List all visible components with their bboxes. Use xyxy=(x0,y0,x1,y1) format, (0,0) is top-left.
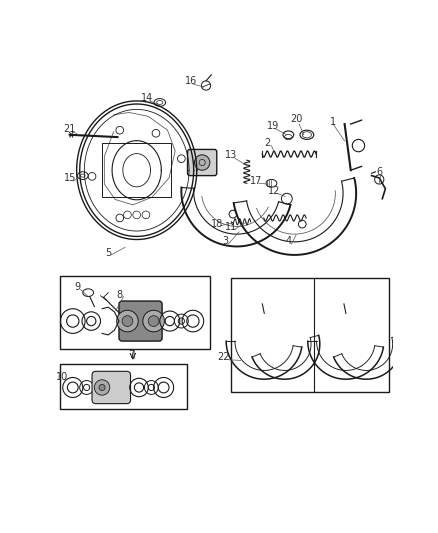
Text: 4: 4 xyxy=(285,236,291,246)
FancyBboxPatch shape xyxy=(92,372,131,403)
Bar xyxy=(60,364,187,409)
Circle shape xyxy=(122,316,133,326)
Text: 6: 6 xyxy=(376,167,382,177)
Text: 16: 16 xyxy=(184,76,197,86)
Bar xyxy=(102,143,171,197)
Circle shape xyxy=(143,310,164,332)
Text: 11: 11 xyxy=(225,222,237,232)
Text: 5: 5 xyxy=(105,248,111,257)
Text: 9: 9 xyxy=(74,282,81,292)
Text: 15: 15 xyxy=(64,173,76,183)
Text: 12: 12 xyxy=(268,186,280,196)
Circle shape xyxy=(148,316,159,326)
Text: 2: 2 xyxy=(265,138,271,148)
Bar xyxy=(231,278,389,392)
Text: 3: 3 xyxy=(222,236,228,246)
Circle shape xyxy=(117,310,138,332)
Text: 1: 1 xyxy=(330,117,336,127)
Circle shape xyxy=(94,380,110,395)
Text: 13: 13 xyxy=(225,150,237,160)
Bar xyxy=(60,276,210,349)
Text: 8: 8 xyxy=(117,290,123,300)
Text: 10: 10 xyxy=(56,372,68,382)
Text: 20: 20 xyxy=(290,115,302,124)
Text: 19: 19 xyxy=(267,120,279,131)
Text: 22: 22 xyxy=(217,352,230,361)
Text: 21: 21 xyxy=(64,124,76,134)
Text: 14: 14 xyxy=(141,93,153,103)
FancyBboxPatch shape xyxy=(119,301,162,341)
Text: 7: 7 xyxy=(128,350,134,360)
Circle shape xyxy=(194,155,210,170)
Text: 17: 17 xyxy=(250,176,262,186)
Text: 18: 18 xyxy=(212,219,224,229)
FancyBboxPatch shape xyxy=(187,149,217,175)
Circle shape xyxy=(99,384,105,391)
